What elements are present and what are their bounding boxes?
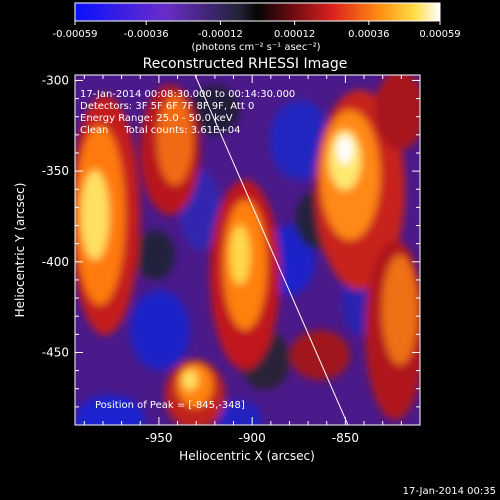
solar-limb-line — [194, 75, 349, 425]
plot-frame — [74, 74, 421, 426]
info-overlay: 17-Jan-2014 00:08:30.000 to 00:14:30.000… — [80, 89, 295, 411]
colorbar: -0.00059 -0.00036 -0.00012 0.00012 0.00036 0.… — [53, 2, 461, 53]
x-tick-label: -950 — [145, 431, 172, 445]
plot-title: Reconstructed RHESSI Image — [143, 56, 348, 72]
colorbar-ticks: -0.00059 -0.00036 -0.00012 0.00012 0.00036 0.… — [53, 21, 461, 40]
colorbar-unit-label: (photons cm⁻² s⁻¹ asec⁻²) — [191, 42, 320, 53]
peak-position: Position of Peak = [-845,-348] — [95, 400, 245, 411]
colorbar-tick-label: 0.00059 — [419, 29, 460, 40]
x-axis-label: Heliocentric X (arcsec) — [179, 449, 315, 463]
colorbar-tick-label: -0.00036 — [124, 29, 169, 40]
y-tick-label: -450 — [42, 345, 69, 359]
y-axis-label: Heliocentric Y (arcsec) — [13, 183, 27, 318]
clean-counts: Clean Total counts: 3.61E+04 — [80, 125, 240, 136]
time-range: 17-Jan-2014 00:08:30.000 to 00:14:30.000 — [80, 89, 295, 100]
colorbar-tick-label: -0.00059 — [53, 29, 98, 40]
axes-ticks: -950 -900 -850 -300 -350 -400 -450 — [42, 73, 420, 445]
image-map — [75, 75, 420, 425]
colorbar-tick-label: -0.00012 — [198, 29, 243, 40]
colorbar-tick-label: 0.00012 — [274, 29, 315, 40]
colorbar-gradient — [74, 2, 441, 22]
detectors: Detectors: 3F 5F 6F 7F 8F 9F, Att 0 — [80, 101, 254, 112]
colorbar-tick-label: 0.00036 — [348, 29, 389, 40]
y-tick-label: -400 — [42, 255, 69, 269]
y-tick-label: -300 — [42, 73, 69, 87]
x-tick-label: -900 — [239, 431, 266, 445]
energy-range: Energy Range: 25.0 - 50.0 keV — [80, 113, 233, 124]
timestamp: 17-Jan-2014 00:35 — [403, 486, 496, 497]
y-tick-label: -350 — [42, 164, 69, 178]
x-tick-label: -850 — [332, 431, 359, 445]
